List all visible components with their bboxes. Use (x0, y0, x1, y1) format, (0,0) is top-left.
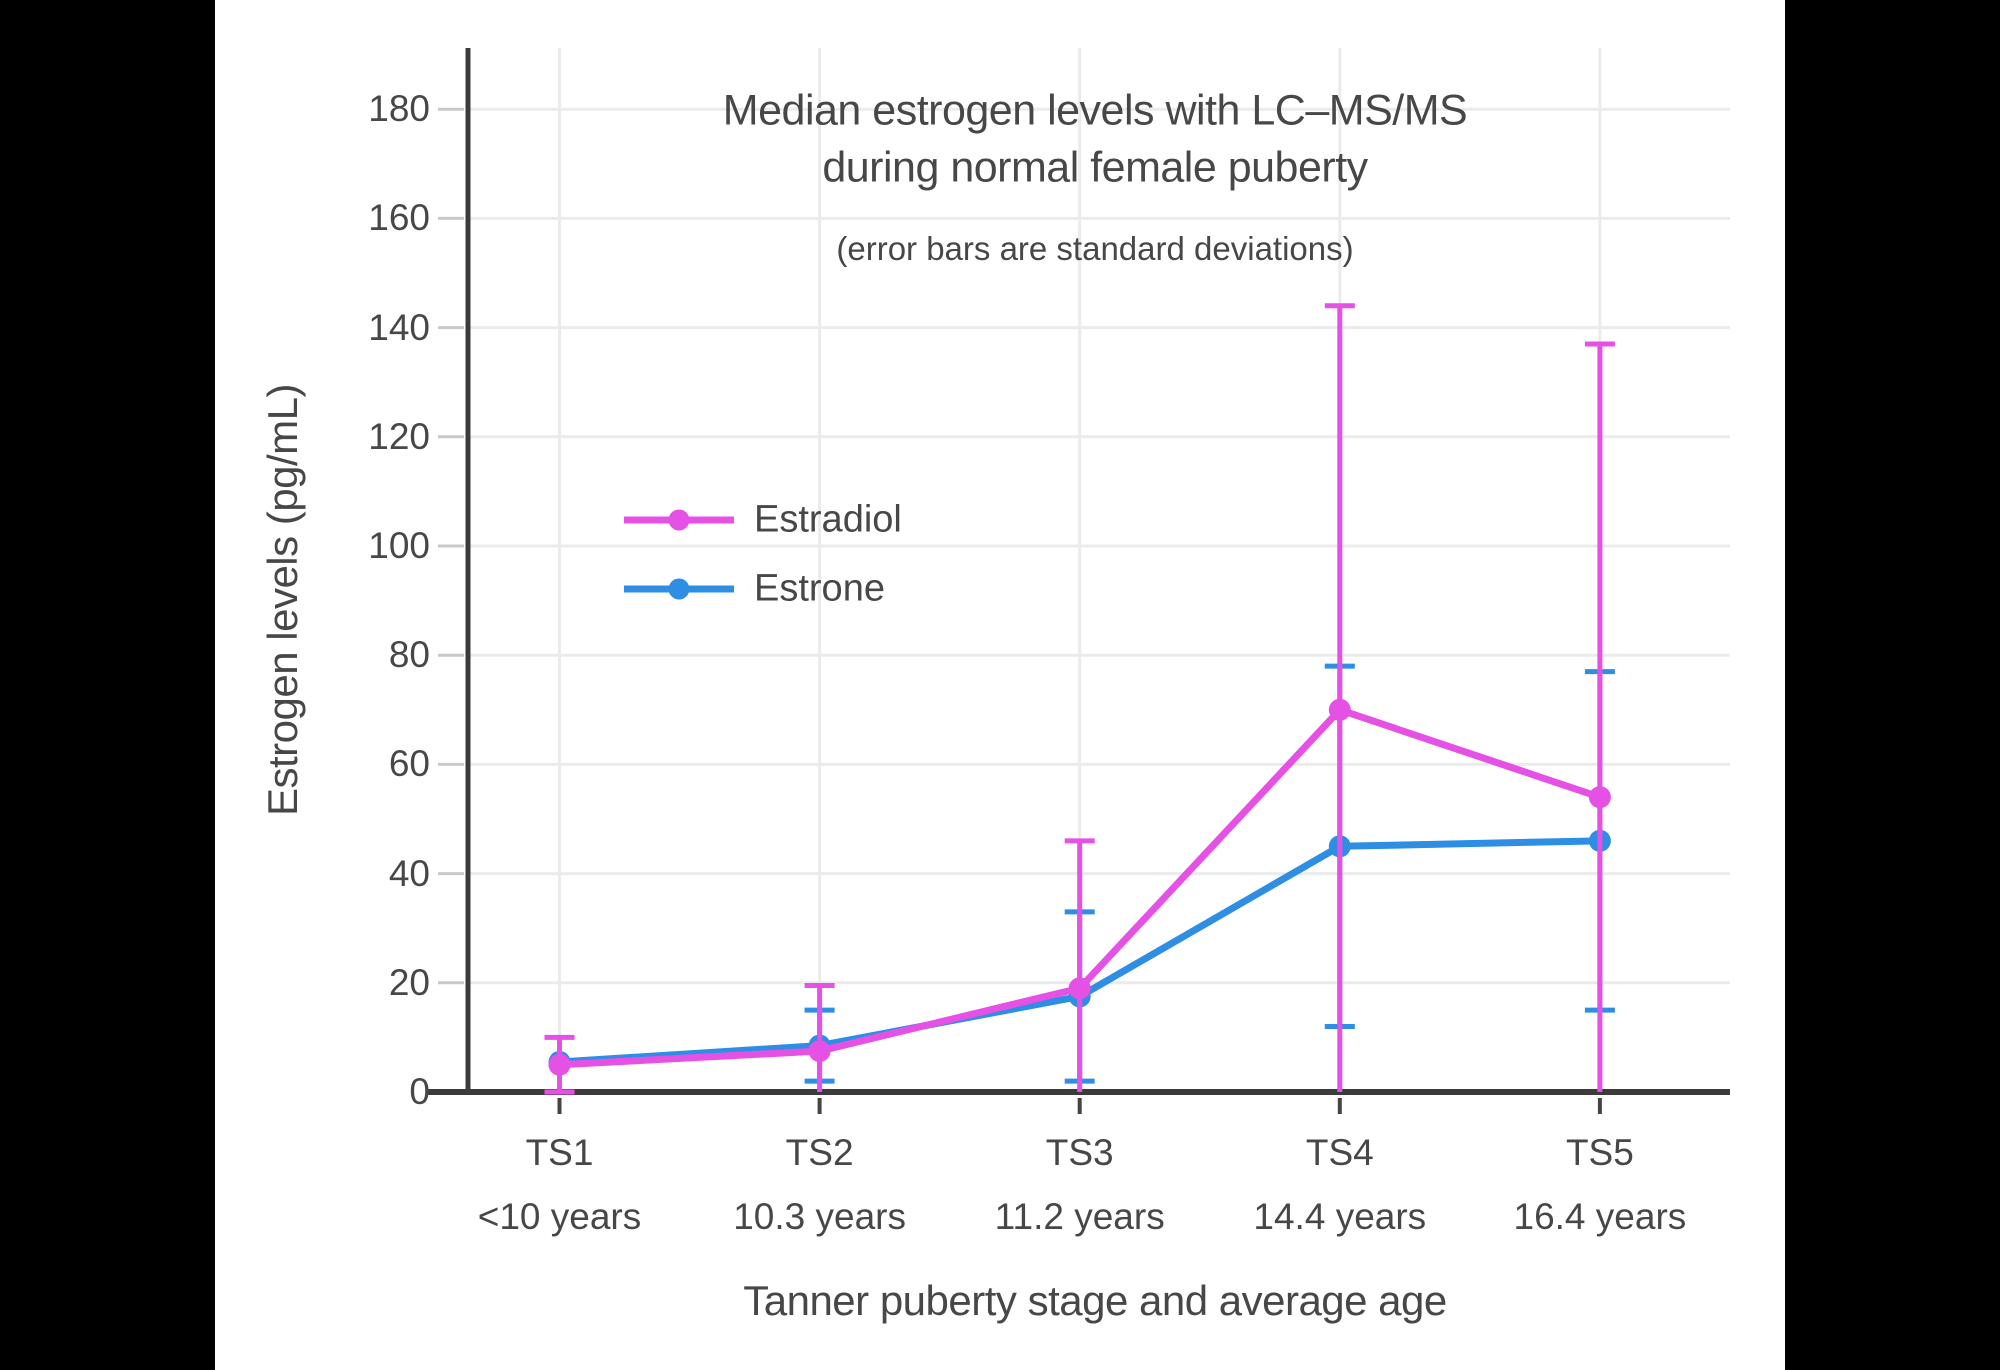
data-point-estradiol (808, 1040, 831, 1063)
legend-swatch-dot (668, 509, 690, 531)
legend-item-estradiol[interactable]: Estradiol (754, 498, 902, 541)
x-tick-sublabel: <10 years (477, 1196, 642, 1237)
y-tick-label: 20 (388, 961, 430, 1003)
legend-item-estrone[interactable]: Estrone (754, 567, 885, 610)
x-tick-sublabel: 10.3 years (733, 1196, 906, 1237)
chart-panel (215, 0, 1785, 1370)
y-tick-label: 120 (368, 415, 430, 457)
x-tick-label: TS1 (525, 1132, 594, 1173)
y-tick-label: 40 (388, 852, 430, 894)
chart-title-line1: Median estrogen levels with LC–MS/MS (722, 86, 1468, 135)
x-tick-sublabel: 11.2 years (994, 1196, 1165, 1237)
x-axis-title: Tanner puberty stage and average age (743, 1277, 1447, 1324)
y-tick-label: 0 (409, 1071, 430, 1112)
y-tick-label: 100 (368, 525, 430, 566)
x-tick-label: TS3 (1045, 1132, 1114, 1173)
data-point-estradiol (1588, 786, 1611, 809)
legend-swatch-dot (668, 578, 690, 600)
data-point-estradiol (548, 1053, 571, 1076)
x-tick-label: TS5 (1565, 1132, 1634, 1173)
y-axis-title: Estrogen levels (pg/mL) (259, 383, 306, 817)
chart-title-line2: during normal female puberty (822, 143, 1368, 192)
chart-subtitle: (error bars are standard deviations) (836, 230, 1354, 267)
x-tick-sublabel: 14.4 years (1253, 1196, 1427, 1237)
x-tick-sublabel: 16.4 years (1513, 1196, 1687, 1237)
x-tick-label: TS2 (785, 1132, 854, 1173)
x-tick-label: TS4 (1305, 1132, 1374, 1173)
data-point-estradiol (1328, 698, 1351, 721)
y-tick-label: 160 (368, 197, 430, 239)
y-tick-label: 140 (368, 306, 430, 348)
y-tick-label: 60 (388, 743, 430, 785)
data-point-estradiol (1068, 977, 1091, 1000)
y-tick-label: 180 (368, 88, 430, 130)
y-tick-label: 80 (388, 634, 430, 676)
